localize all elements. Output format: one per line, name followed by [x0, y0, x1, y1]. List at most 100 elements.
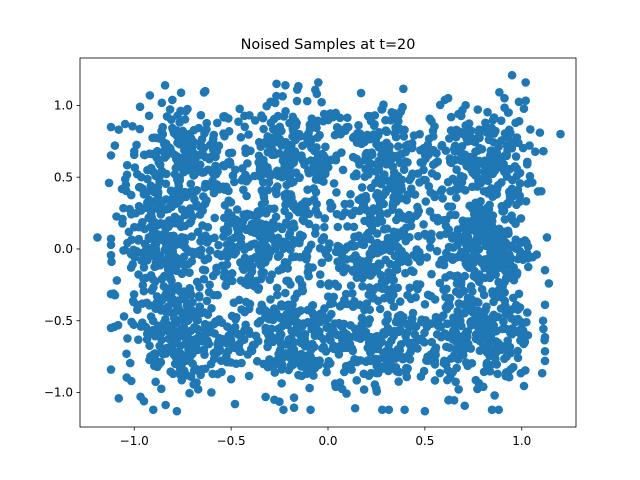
scatter-point: [426, 356, 436, 365]
scatter-points-layer: [93, 70, 565, 416]
scatter-point: [234, 295, 244, 305]
scatter-point: [427, 337, 437, 347]
scatter-point: [277, 379, 286, 388]
scatter-point: [283, 276, 293, 286]
scatter-point: [202, 125, 211, 134]
scatter-point: [483, 189, 493, 198]
scatter-point: [244, 130, 253, 139]
scatter-point: [160, 81, 170, 90]
scatter-point: [223, 322, 232, 332]
scatter-point: [234, 117, 243, 126]
scatter-point: [306, 345, 316, 355]
scatter-point: [195, 210, 205, 219]
scatter-point: [171, 353, 181, 362]
scatter-point: [429, 213, 439, 222]
scatter-point: [257, 161, 267, 170]
scatter-point: [202, 196, 211, 205]
scatter-point: [187, 189, 196, 198]
scatter-point: [512, 200, 521, 210]
scatter-point: [204, 287, 214, 297]
scatter-point: [435, 278, 445, 288]
x-tick-label: 1.0: [512, 434, 531, 448]
scatter-point: [259, 189, 268, 199]
scatter-point: [128, 259, 138, 269]
scatter-point: [285, 229, 295, 238]
scatter-point: [492, 189, 502, 199]
scatter-point: [512, 164, 522, 173]
scatter-point: [459, 172, 468, 182]
scatter-point: [530, 147, 540, 157]
scatter-point: [327, 309, 336, 319]
scatter-point: [312, 123, 321, 133]
scatter-point: [165, 105, 175, 114]
scatter-point: [460, 401, 470, 411]
scatter-point: [146, 209, 156, 218]
scatter-point: [122, 170, 132, 180]
scatter-point: [154, 158, 164, 167]
scatter-point: [320, 222, 329, 232]
scatter-point: [522, 317, 531, 327]
scatter-point: [329, 179, 339, 188]
scatter-point: [445, 293, 455, 303]
scatter-point: [291, 135, 300, 145]
scatter-point: [478, 327, 487, 337]
scatter-point: [202, 118, 212, 128]
scatter-point: [168, 369, 178, 379]
scatter-point: [406, 221, 416, 231]
scatter-point: [441, 273, 450, 282]
scatter-point: [405, 283, 415, 293]
scatter-point: [345, 361, 354, 370]
scatter-point: [391, 317, 401, 327]
scatter-point: [374, 361, 383, 371]
scatter-point: [446, 112, 456, 122]
scatter-point: [493, 369, 502, 379]
scatter-point: [301, 249, 311, 258]
scatter-point: [93, 233, 102, 242]
scatter-point: [384, 267, 393, 277]
scatter-point: [242, 177, 251, 186]
scatter-point: [522, 160, 532, 169]
scatter-point: [494, 142, 503, 151]
scatter-point: [199, 88, 209, 97]
scatter-point: [144, 111, 154, 121]
scatter-point: [256, 172, 265, 181]
scatter-point: [307, 301, 317, 310]
scatter-point: [440, 356, 449, 366]
scatter-point: [493, 338, 503, 348]
scatter-point: [216, 250, 226, 260]
scatter-point: [460, 271, 470, 281]
scatter-point: [172, 266, 181, 276]
scatter-point: [222, 260, 232, 269]
scatter-point: [389, 290, 398, 300]
scatter-point: [263, 165, 273, 175]
scatter-point: [189, 366, 199, 375]
scatter-point: [374, 127, 384, 137]
scatter-point: [514, 289, 524, 299]
scatter-point: [511, 300, 521, 310]
scatter-point: [430, 376, 440, 385]
scatter-point: [409, 131, 419, 140]
scatter-point: [145, 91, 155, 100]
scatter-point: [507, 211, 516, 220]
scatter-point: [475, 143, 484, 153]
scatter-point: [194, 123, 204, 133]
scatter-point: [337, 148, 346, 157]
scatter-point: [487, 405, 497, 415]
scatter-point: [106, 365, 116, 374]
scatter-point: [394, 208, 404, 217]
scatter-point: [321, 142, 330, 152]
scatter-point: [340, 295, 349, 305]
scatter-point: [157, 303, 166, 313]
scatter-point: [261, 306, 271, 316]
scatter-point: [507, 242, 516, 252]
scatter-point: [494, 285, 504, 294]
scatter-point: [302, 369, 311, 379]
chart-title: Noised Samples at t=20: [241, 37, 416, 53]
scatter-point: [369, 216, 379, 225]
scatter-point: [186, 290, 196, 300]
scatter-point: [162, 288, 171, 298]
scatter-point: [372, 139, 381, 149]
scatter-point: [501, 368, 511, 377]
scatter-point: [205, 246, 215, 255]
